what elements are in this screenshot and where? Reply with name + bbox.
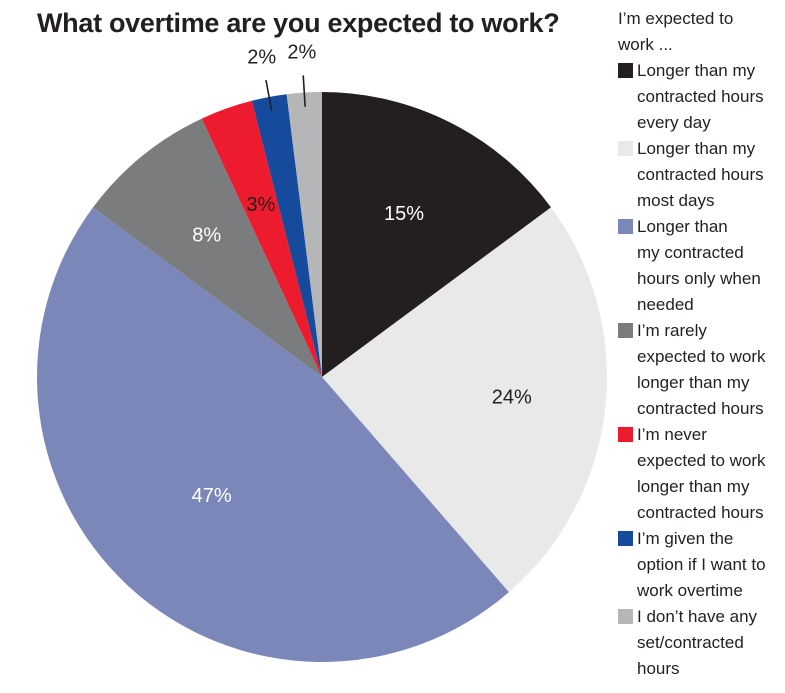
- pie-slice: [201, 100, 322, 377]
- legend-item-label: Longer than my contracted hours most day…: [637, 139, 764, 210]
- legend-swatch: [618, 427, 633, 442]
- pie-slice-value-label: 2%: [287, 42, 316, 64]
- legend-swatch: [618, 219, 633, 234]
- legend: I’m expected to work ... Longer than my …: [618, 6, 783, 682]
- legend-header: I’m expected to work ...: [618, 9, 734, 54]
- leader-line: [302, 75, 306, 107]
- pie-slice: [251, 94, 322, 377]
- legend-item: Longer than my contracted hours only whe…: [618, 214, 783, 318]
- legend-swatch: [618, 63, 633, 78]
- pie-slice-value-label: 47%: [192, 485, 232, 507]
- legend-item-label: I’m never expected to work longer than m…: [637, 425, 766, 522]
- pie-slice-value-label: 3%: [246, 194, 275, 216]
- legend-swatch: [618, 323, 633, 338]
- legend-swatch: [618, 609, 633, 624]
- pie-slice-value-label: 15%: [384, 203, 424, 225]
- legend-item: Longer than my contracted hours most day…: [618, 136, 783, 214]
- legend-item: Longer than my contracted hours every da…: [618, 58, 783, 136]
- legend-item-label: I’m rarely expected to work longer than …: [637, 321, 766, 418]
- pie-slice-value-label: 24%: [492, 387, 532, 409]
- chart-title: What overtime are you expected to work?: [37, 8, 560, 38]
- legend-item: I’m never expected to work longer than m…: [618, 422, 783, 526]
- legend-items: Longer than my contracted hours every da…: [618, 58, 783, 682]
- pie-slice: [322, 92, 551, 377]
- legend-item: I’m rarely expected to work longer than …: [618, 318, 783, 422]
- legend-item-label: Longer than my contracted hours only whe…: [637, 217, 761, 314]
- legend-item: I’m given the option if I want to work o…: [618, 526, 783, 604]
- pie-slice: [37, 207, 509, 662]
- pie-slice: [322, 207, 607, 593]
- legend-item: I don’t have any set/contracted hours: [618, 604, 783, 682]
- pie-slice-value-label: 8%: [192, 225, 221, 247]
- legend-swatch: [618, 531, 633, 546]
- legend-swatch: [618, 141, 633, 156]
- legend-item-label: Longer than my contracted hours every da…: [637, 61, 764, 132]
- pie-slice: [93, 118, 323, 377]
- pie-slice: [286, 92, 322, 377]
- legend-item-label: I’m given the option if I want to work o…: [637, 529, 766, 600]
- pie-slice-value-label: 2%: [247, 47, 276, 69]
- leader-line: [265, 79, 273, 112]
- legend-item-label: I don’t have any set/contracted hours: [637, 607, 758, 678]
